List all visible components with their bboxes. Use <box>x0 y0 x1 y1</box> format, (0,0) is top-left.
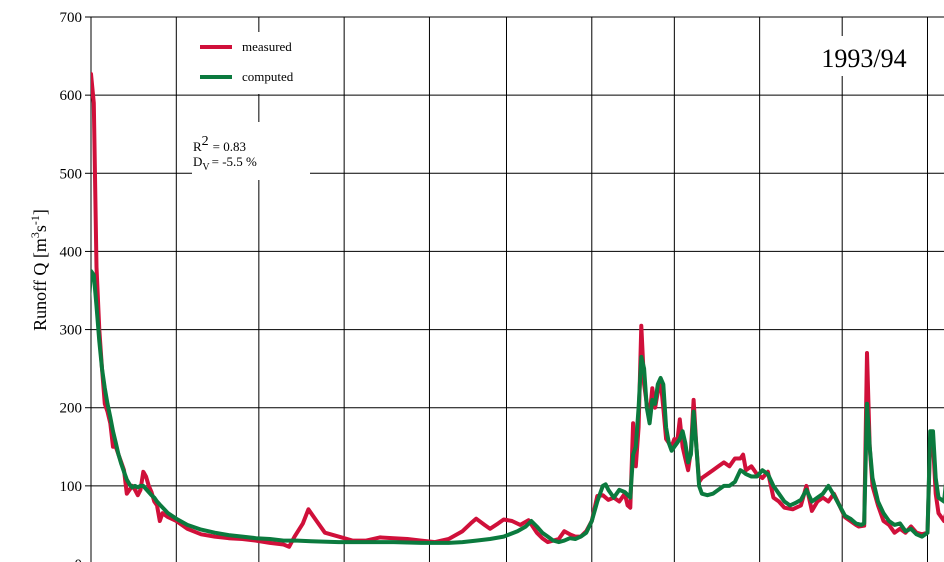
period-label: 1993/94 <box>821 44 906 73</box>
stats-r2: R2 = 0.83 <box>193 134 246 154</box>
y-tick-label: 200 <box>60 401 83 417</box>
y-tick-label: 0 <box>75 557 83 562</box>
stats-background <box>192 122 310 180</box>
legend-label-measured: measured <box>242 39 292 54</box>
legend-label-computed: computed <box>242 69 294 84</box>
y-tick-label: 700 <box>60 10 83 26</box>
stats-dv: DV = -5.5 % <box>193 154 257 173</box>
stats-box: R2 = 0.83 DV = -5.5 % <box>192 122 310 180</box>
y-tick-label: 400 <box>60 244 83 260</box>
legend: measured computed <box>187 32 311 94</box>
y-ticks: 0 100 200 300 400 500 600 700 <box>60 10 91 562</box>
period-label-background <box>805 36 923 76</box>
y-tick-label: 100 <box>60 479 83 495</box>
grid <box>90 16 944 562</box>
legend-background <box>187 32 311 94</box>
y-axis-title: Runoff Q [m3s-1] <box>28 209 50 331</box>
y-tick-label: 300 <box>60 323 83 339</box>
y-tick-label: 500 <box>60 166 83 182</box>
y-tick-label: 600 <box>60 88 83 104</box>
series-line-computed <box>91 269 944 545</box>
